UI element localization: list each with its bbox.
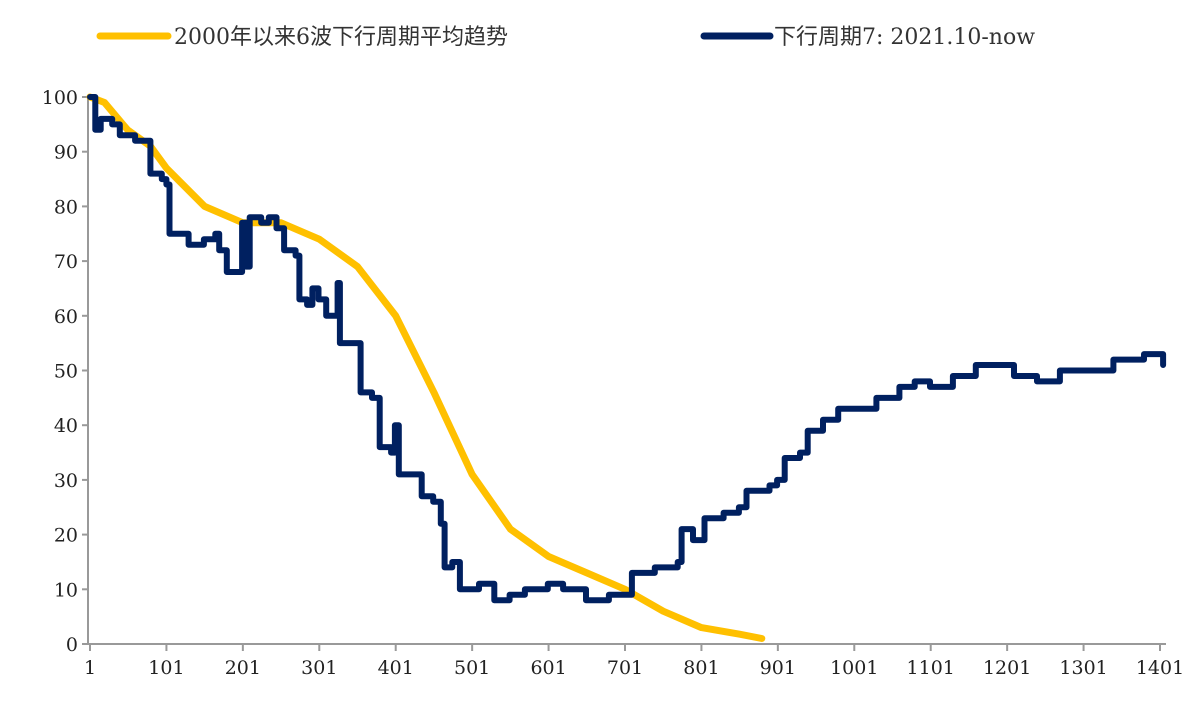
x-tick-label: 1401	[1136, 657, 1184, 679]
legend: 2000年以来6波下行周期平均趋势 下行周期7: 2021.10-now	[96, 25, 1035, 50]
x-tick-label: 301	[301, 657, 337, 679]
x-tick-label: 1201	[983, 657, 1031, 679]
x-tick-label: 501	[454, 657, 490, 679]
y-tick-label: 100	[42, 87, 78, 109]
x-tick-label: 801	[683, 657, 719, 679]
y-tick-label: 20	[54, 525, 78, 547]
y-tick-label: 10	[54, 579, 78, 601]
x-tick-label: 1301	[1059, 657, 1107, 679]
x-tick-label: 901	[760, 657, 796, 679]
y-tick-label: 30	[54, 470, 78, 492]
x-tick-label: 401	[378, 657, 414, 679]
series-line-average-trend	[86, 93, 766, 642]
y-tick-label: 40	[54, 415, 78, 437]
y-tick-label: 80	[54, 196, 78, 218]
y-tick-label: 0	[66, 634, 78, 656]
y-tick-label: 50	[54, 361, 78, 383]
legend-label-average-trend: 2000年以来6波下行周期平均趋势	[174, 25, 508, 50]
series-line-cycle7	[87, 94, 1167, 604]
x-tick-label: 1101	[907, 657, 955, 679]
legend-label-cycle7: 下行周期7: 2021.10-now	[774, 25, 1035, 50]
x-tick-label: 1001	[830, 657, 878, 679]
y-tick-label: 90	[54, 142, 78, 164]
x-tick-label: 701	[607, 657, 643, 679]
y-tick-label: 70	[54, 251, 78, 273]
x-tick-label: 1	[84, 657, 96, 679]
x-tick-label: 101	[148, 657, 184, 679]
x-tick-label: 601	[530, 657, 566, 679]
x-tick-label: 201	[225, 657, 261, 679]
y-tick-label: 60	[54, 306, 78, 328]
